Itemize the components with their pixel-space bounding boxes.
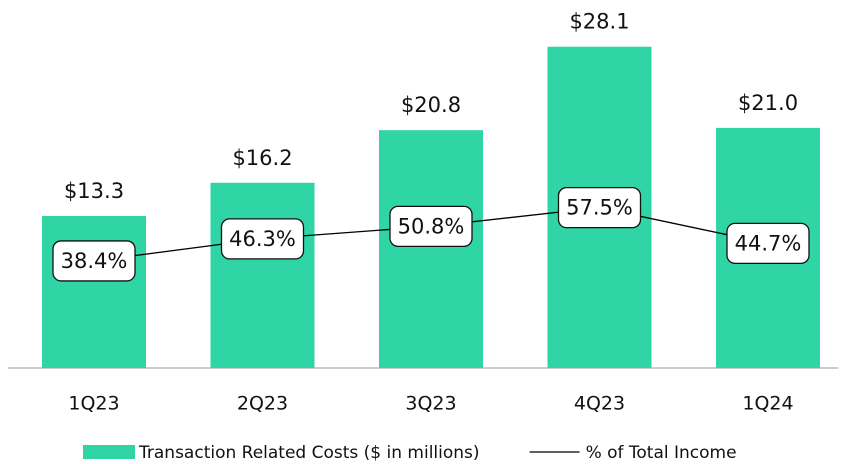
x-tick-label: 1Q23 xyxy=(68,393,119,415)
label-box xyxy=(52,240,136,282)
bar xyxy=(42,215,146,368)
bar-value-label: $21.0 xyxy=(738,91,798,115)
x-tick-label: 2Q23 xyxy=(237,393,288,415)
bar-value-label: $28.1 xyxy=(569,10,629,34)
label-box xyxy=(557,187,642,229)
line-value-label: 38.4% xyxy=(61,249,128,273)
legend-label: % of Total Income xyxy=(586,443,737,463)
line-value-label: 44.7% xyxy=(735,231,802,255)
label-box xyxy=(220,218,305,260)
bar-value-label: $13.3 xyxy=(64,179,124,203)
label-box xyxy=(389,205,473,247)
bar xyxy=(379,130,483,368)
line-value-label: 50.8% xyxy=(398,214,465,238)
legend-swatch xyxy=(83,445,135,459)
bar-value-label: $16.2 xyxy=(232,146,292,170)
x-tick-label: 3Q23 xyxy=(405,393,456,415)
x-tick-label: 1Q24 xyxy=(742,393,793,415)
line-value-label: 57.5% xyxy=(566,196,633,220)
x-tick-label: 4Q23 xyxy=(574,393,625,415)
bar-value-label: $20.8 xyxy=(401,93,461,117)
line-value-label: 46.3% xyxy=(229,227,296,251)
label-box xyxy=(726,222,810,264)
legend-label: Transaction Related Costs ($ in millions… xyxy=(138,443,480,463)
bar xyxy=(210,182,315,368)
